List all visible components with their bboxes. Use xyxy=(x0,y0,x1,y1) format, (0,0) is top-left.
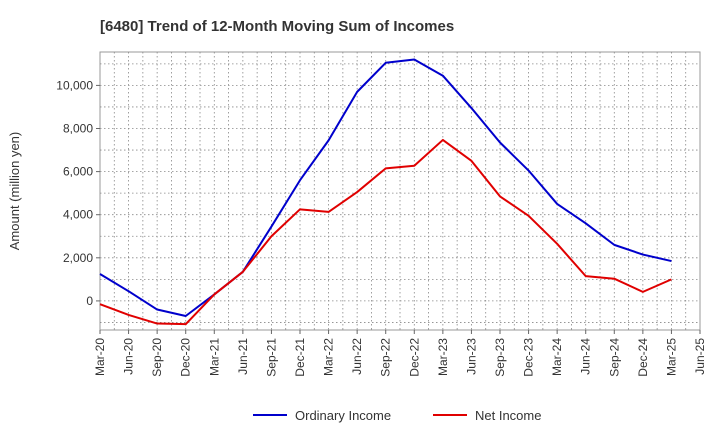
x-tick-label: Mar-24 xyxy=(550,338,564,376)
y-axis-ticks: 0 2,000 4,000 6,000 8,000 10,000 xyxy=(56,78,100,308)
x-tick-label: Jun-23 xyxy=(464,338,478,375)
plot-area xyxy=(99,51,701,331)
series-lines xyxy=(99,58,672,326)
x-tick-label: Dec-24 xyxy=(636,338,650,377)
x-tick-label: Dec-21 xyxy=(293,338,307,377)
chart-title: [6480] Trend of 12-Month Moving Sum of I… xyxy=(100,18,454,35)
grid xyxy=(100,52,700,330)
x-tick-label: Dec-22 xyxy=(407,338,421,377)
x-tick-label: Sep-24 xyxy=(607,338,621,377)
legend-label-net-income: Net Income xyxy=(475,408,541,423)
x-tick-label: Sep-22 xyxy=(379,338,393,377)
x-tick-label: Mar-21 xyxy=(207,338,221,376)
legend: Ordinary Income Net Income xyxy=(253,408,541,423)
x-tick-label: Mar-23 xyxy=(436,338,450,376)
x-tick-label: Mar-22 xyxy=(322,338,336,376)
y-tick-label: 0 xyxy=(86,294,93,308)
y-tick-label: 2,000 xyxy=(63,251,93,265)
x-tick-label: Mar-25 xyxy=(664,338,678,376)
x-tick-label: Dec-23 xyxy=(522,338,536,377)
x-tick-label: Jun-22 xyxy=(350,338,364,375)
x-tick-label: Mar-20 xyxy=(93,338,107,376)
x-tick-label: Jun-24 xyxy=(579,338,593,375)
y-tick-label: 6,000 xyxy=(63,165,93,179)
y-axis-label: Amount (million yen) xyxy=(7,132,22,251)
y-tick-label: 10,000 xyxy=(56,78,93,92)
x-tick-label: Jun-25 xyxy=(693,338,707,375)
x-tick-label: Sep-21 xyxy=(264,338,278,377)
legend-label-ordinary-income: Ordinary Income xyxy=(295,408,391,423)
x-tick-label: Sep-23 xyxy=(493,338,507,377)
x-tick-label: Jun-21 xyxy=(236,338,250,375)
series-line-ordinary-income xyxy=(99,58,672,317)
x-tick-label: Dec-20 xyxy=(179,338,193,377)
series-line-net-income xyxy=(99,138,672,326)
x-tick-label: Jun-20 xyxy=(122,338,136,375)
y-tick-label: 8,000 xyxy=(63,122,93,136)
y-tick-label: 4,000 xyxy=(63,208,93,222)
x-tick-label: Sep-20 xyxy=(150,338,164,377)
x-axis-ticks: Mar-20 Jun-20 Sep-20 Dec-20 Mar-21 Jun-21 Sep-… xyxy=(93,330,707,377)
